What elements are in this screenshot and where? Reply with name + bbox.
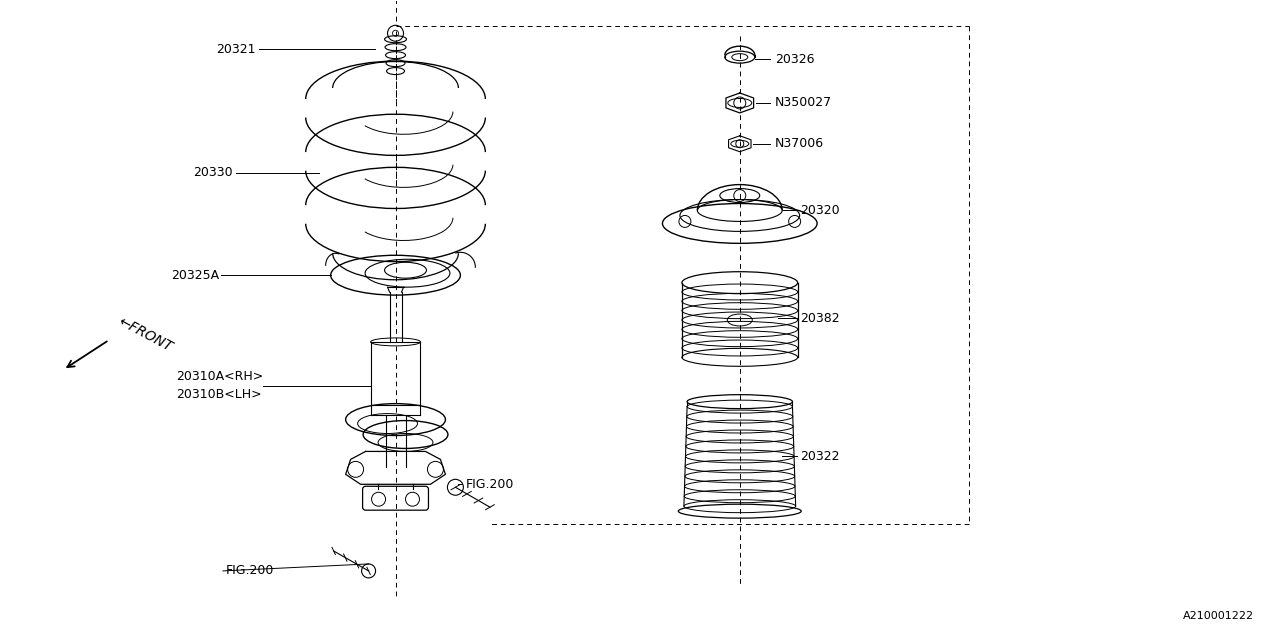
- Text: 20310A<RH>: 20310A<RH>: [177, 371, 264, 383]
- Text: N350027: N350027: [774, 97, 832, 109]
- Text: ←FRONT: ←FRONT: [116, 314, 175, 354]
- Text: 20321: 20321: [216, 43, 256, 56]
- Text: A210001222: A210001222: [1183, 611, 1253, 621]
- Text: 20325A: 20325A: [170, 269, 219, 282]
- Text: 20382: 20382: [800, 312, 840, 324]
- Text: FIG.200: FIG.200: [466, 478, 513, 491]
- Text: 20326: 20326: [774, 52, 814, 66]
- Text: 20310B<LH>: 20310B<LH>: [177, 388, 261, 401]
- Text: 20322: 20322: [800, 450, 840, 463]
- Text: N37006: N37006: [774, 137, 824, 150]
- Text: FIG.200: FIG.200: [225, 564, 274, 577]
- Text: 20330: 20330: [193, 166, 233, 179]
- Text: 20320: 20320: [800, 204, 840, 217]
